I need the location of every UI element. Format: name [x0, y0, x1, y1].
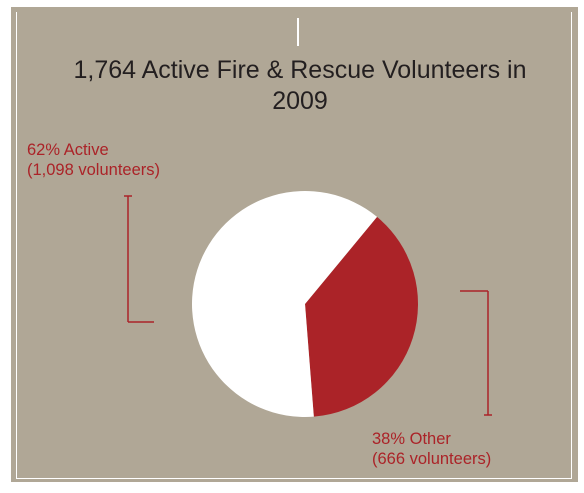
pie-slice-active [191, 190, 378, 417]
top-divider-tick [297, 18, 299, 46]
slice-label-active: 62% Active (1,098 volunteers) [27, 140, 160, 180]
slice-label-other-count: (666 volunteers) [372, 450, 492, 468]
panel-border [16, 12, 572, 479]
pie-slice-other [305, 216, 418, 417]
slice-label-other-percent: 38% Other [372, 430, 451, 448]
slice-label-active-count: (1,098 volunteers) [27, 161, 160, 179]
slice-label-other: 38% Other (666 volunteers) [372, 429, 491, 469]
slice-label-active-percent: 62% Active [27, 141, 109, 159]
chart-title: 1,764 Active Fire & Rescue Volunteers in… [73, 56, 527, 115]
pie-slices [191, 190, 418, 417]
callout-lines [124, 195, 492, 416]
